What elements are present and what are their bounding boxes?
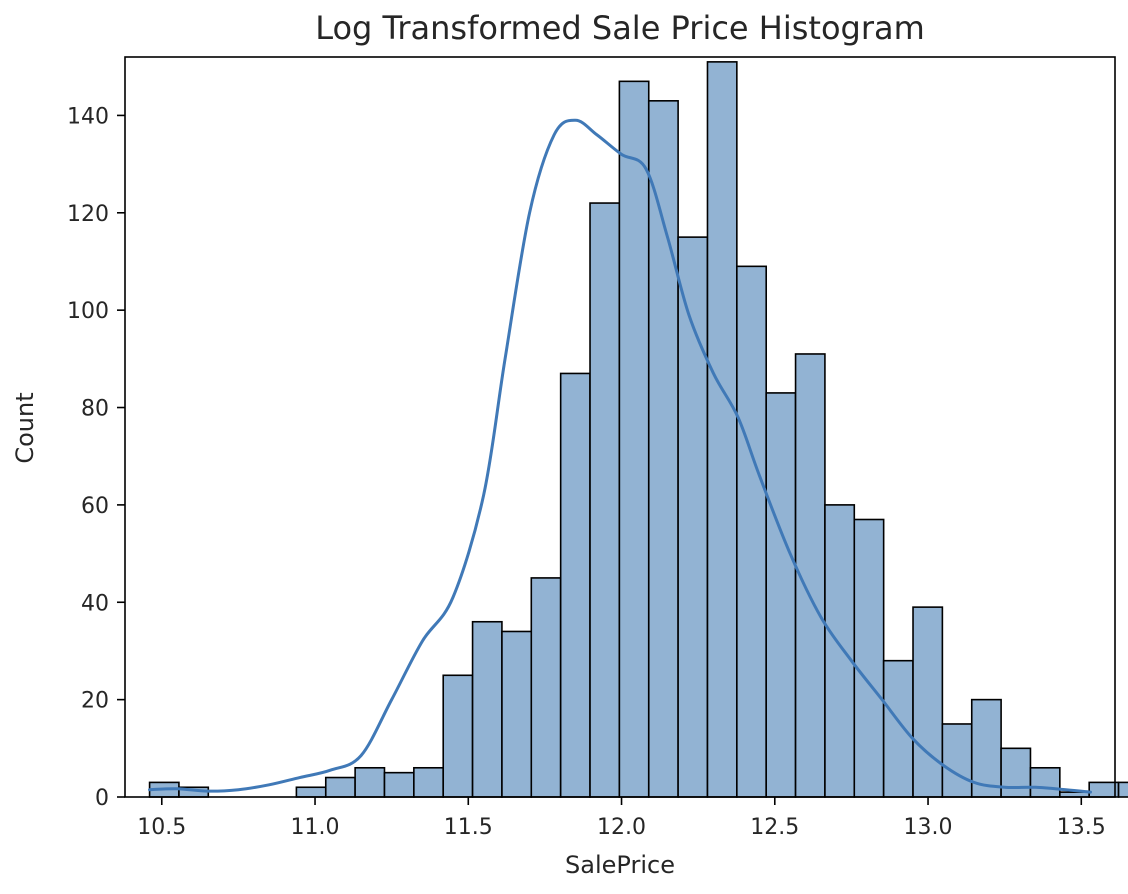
histogram-bar [471,620,503,798]
histogram-bar [501,630,533,798]
x-tick-label: 12.0 [597,815,646,840]
histogram-bar [912,606,944,798]
histogram-bar [1088,781,1120,798]
histogram-bar [853,518,885,798]
y-tick-label: 120 [67,202,109,227]
histogram-bar [824,504,856,798]
histogram-bar [941,723,973,798]
histogram-bar [765,392,797,798]
histogram-bar [706,61,738,798]
y-tick-label: 0 [95,786,109,811]
x-tick-label: 10.5 [137,815,186,840]
y-axis-ticks: 0 20 40 60 80 100 120 140 [67,104,125,811]
histogram-bar [1117,781,1128,798]
histogram-bar [1029,766,1061,798]
x-tick-label: 11.0 [291,815,340,840]
x-axis-label: SalePrice [565,851,675,879]
x-tick-label: 13.5 [1057,815,1106,840]
histogram-bar [530,577,562,798]
kde-curve [148,118,1092,794]
histogram-bar [324,776,356,798]
histogram-bar [618,80,650,798]
y-axis-label: Count [11,392,39,463]
histogram-bar [559,372,591,798]
histogram-bar [647,100,679,798]
y-tick-label: 20 [81,689,109,714]
histogram-bars [148,61,1128,798]
histogram-bar [413,766,445,798]
histogram-bar [442,674,474,798]
histogram-bar [677,236,709,798]
histogram-bar [1000,747,1032,798]
y-tick-label: 40 [81,591,109,616]
histogram-bar [736,265,768,798]
histogram-bar [970,698,1002,798]
y-tick-label: 100 [67,299,109,324]
histogram-bar [295,786,327,798]
histogram-bar [383,771,415,798]
plot-area-frame [124,56,1116,798]
x-tick-label: 12.5 [750,815,799,840]
chart-title: Log Transformed Sale Price Histogram [315,9,925,47]
x-tick-label: 13.0 [904,815,953,840]
y-tick-label: 80 [81,397,109,422]
histogram-bar [882,659,914,798]
y-tick-label: 140 [67,104,109,129]
y-tick-label: 60 [81,494,109,519]
x-tick-label: 11.5 [444,815,493,840]
histogram-bar [354,766,386,798]
x-axis-ticks: 10.5 11.0 11.5 12.0 12.5 13.0 13.5 [137,797,1106,840]
histogram-bar [589,202,621,798]
